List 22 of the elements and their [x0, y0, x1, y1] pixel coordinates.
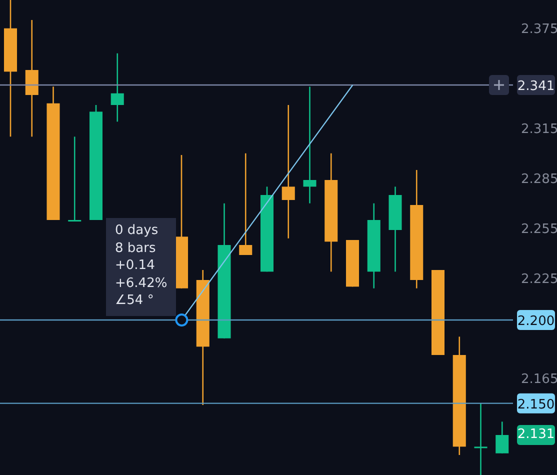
candlestick — [303, 86, 316, 204]
y-tick-label: 2.375 — [521, 22, 557, 37]
candlestick — [474, 402, 488, 475]
annotation: 0 days — [115, 222, 160, 240]
y-tick-label: 2.225 — [521, 272, 557, 287]
y-tick-label: 2.285 — [521, 172, 557, 187]
annotation: +0.14 — [115, 257, 156, 274]
candlestick — [282, 104, 295, 239]
text: 2.131 — [517, 425, 555, 445]
annotation: 8 bars — [115, 240, 157, 257]
candlestick — [239, 152, 252, 256]
annotation: ∠54 ° — [115, 292, 155, 310]
y-tick-label: 2.255 — [521, 222, 557, 237]
y-tick-label: 2.165 — [521, 372, 557, 387]
candlestick — [110, 52, 124, 122]
y-tick-label: 2.315 — [521, 122, 557, 137]
ref-line-label: 2.150 — [517, 397, 555, 412]
ref-line-label: 2.341 — [517, 79, 555, 94]
candlestick — [68, 136, 82, 222]
annotation: +6.42% — [115, 274, 168, 292]
candlestick — [496, 421, 509, 454]
ref-line-label: 2.200 — [517, 314, 555, 329]
